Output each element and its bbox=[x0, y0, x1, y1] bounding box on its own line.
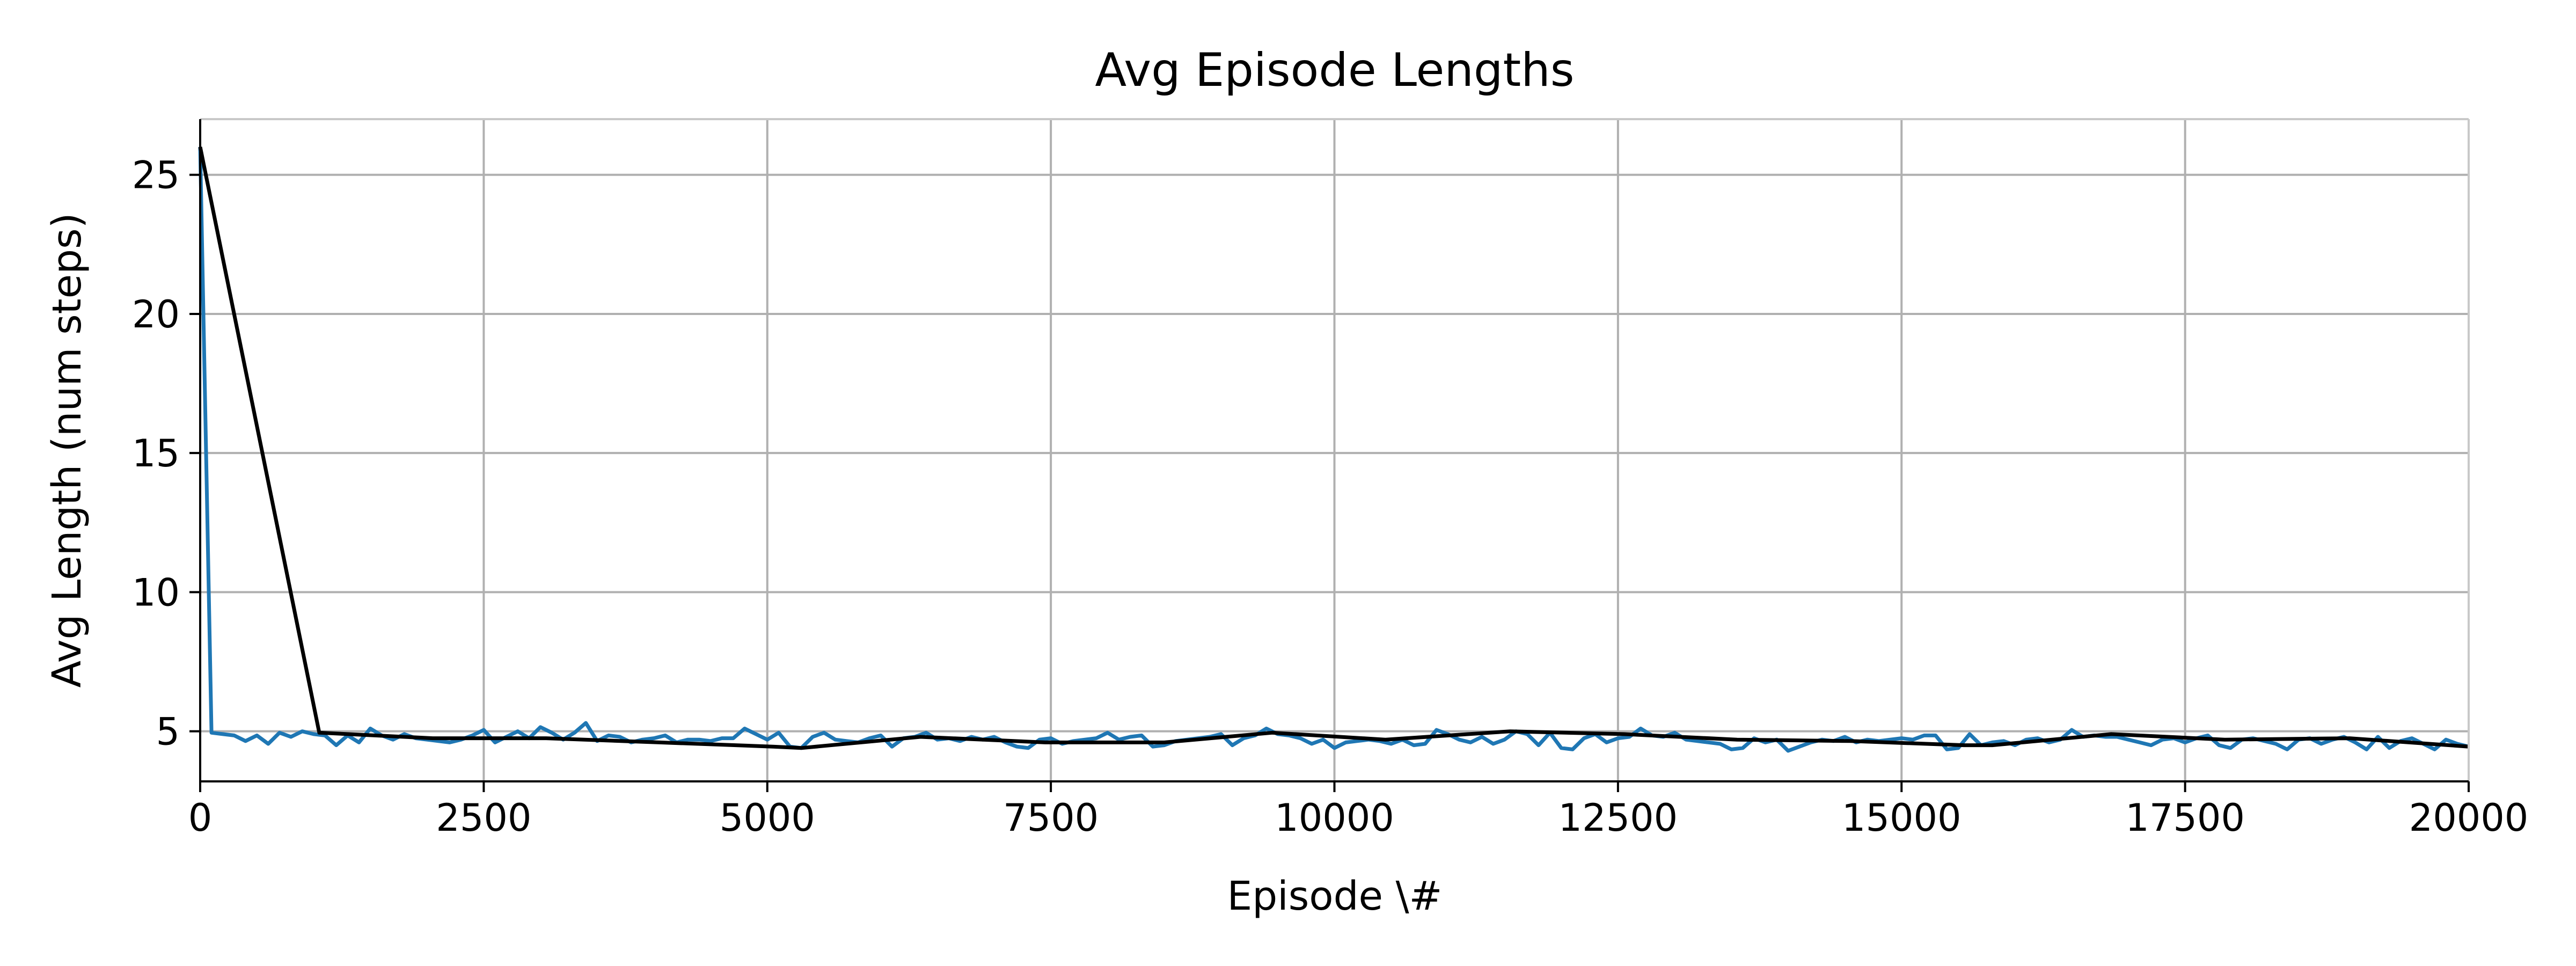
x-tick-label: 15000 bbox=[1842, 796, 1962, 840]
x-tick-label: 17500 bbox=[2125, 796, 2245, 840]
x-tick-label: 0 bbox=[188, 796, 213, 840]
x-tick-label: 20000 bbox=[2409, 796, 2529, 840]
y-gridlines bbox=[200, 173, 2469, 733]
x-tick-label: 7500 bbox=[1003, 796, 1099, 840]
x-tick-label: 2500 bbox=[436, 796, 531, 840]
y-tick-label: 25 bbox=[132, 153, 180, 197]
y-axis-ticks: 5 10 15 20 25 bbox=[132, 153, 200, 754]
x-tick-label: 5000 bbox=[720, 796, 815, 840]
axes-frame bbox=[199, 118, 2470, 782]
x-axis-label: Episode \# bbox=[1227, 873, 1442, 919]
y-tick-label: 15 bbox=[132, 431, 180, 475]
y-axis-label: Avg Length (num steps) bbox=[44, 213, 90, 687]
x-axis-ticks: 0 2500 5000 7500 10000 12500 15000 17500 20000 bbox=[188, 781, 2529, 840]
x-tick-label: 12500 bbox=[1558, 796, 1678, 840]
y-tick-label: 5 bbox=[156, 710, 180, 754]
y-tick-label: 10 bbox=[132, 570, 180, 614]
series-layer bbox=[198, 147, 2469, 753]
x-tick-label: 10000 bbox=[1275, 796, 1394, 840]
series-line-smoothed bbox=[198, 147, 2469, 750]
chart-title: Avg Episode Lengths bbox=[1095, 43, 1574, 97]
y-tick-label: 20 bbox=[132, 292, 180, 336]
